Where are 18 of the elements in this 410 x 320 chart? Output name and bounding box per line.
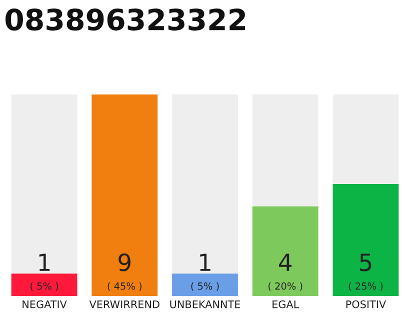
annotation: 9 <box>118 253 130 272</box>
data-label: ( 25% ) <box>348 282 383 291</box>
data-label: ( 5% ) <box>30 282 58 291</box>
bar <box>172 274 238 296</box>
bar <box>11 274 78 296</box>
annotation: 5 <box>360 254 372 272</box>
annotation: 1 <box>39 254 50 271</box>
data-label: ( 45% ) <box>108 282 142 291</box>
x-tick-label: UNBEKANNTE <box>170 300 240 308</box>
annotation: 4 <box>279 254 292 271</box>
x-tick-label: EGAL <box>272 300 300 308</box>
x-tick-label: POSITIV <box>346 300 386 308</box>
annotation: 1 <box>200 254 210 271</box>
x-tick-label: NEGATIV <box>22 300 67 308</box>
data-label: ( 20% ) <box>268 282 302 291</box>
data-label: ( 5% ) <box>191 282 219 291</box>
x-tick-label: VERWIRREND <box>89 300 160 308</box>
chart-title: 083896323322 <box>5 8 246 31</box>
